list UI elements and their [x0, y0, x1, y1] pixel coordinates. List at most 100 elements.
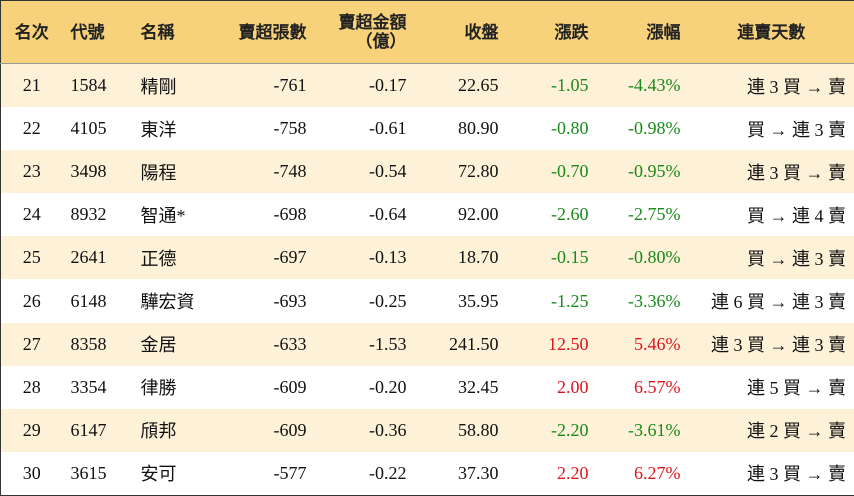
header-cell: 賣超金額 （億）: [314, 0, 415, 64]
table-cell: 22.65: [414, 63, 507, 108]
header-row: 名次 代號 名稱 賣超張數 賣超金額 （億） 收盤 漲跌 漲幅 連賣天數: [0, 0, 854, 64]
table-cell: -3.36%: [628, 290, 681, 311]
header-cell: 收盤: [414, 0, 507, 64]
table-cell: 6.57%: [634, 376, 681, 397]
table-cell: -0.70: [506, 150, 597, 194]
table-cell: 連 6 買 → 連 3 賣: [711, 292, 846, 313]
table-cell: 買 → 連 3 賣: [688, 236, 854, 280]
table-cell: -698: [273, 204, 307, 225]
table-cell: 35.95: [458, 290, 499, 311]
table-cell: 連 3 買 → 賣: [688, 150, 854, 194]
table-row: 30 3615 安可 -577 -0.22 37.30 2.20 6.27% 連 3 買 → 賣: [1, 452, 854, 496]
table-cell: -577: [273, 462, 307, 483]
table-cell: 26: [22, 290, 41, 311]
header-cell: 漲幅: [596, 0, 689, 64]
table-cell: 東洋: [140, 119, 177, 140]
table-cell: 92.00: [458, 204, 499, 225]
table-cell: -609: [214, 408, 315, 452]
table-body: 21 1584 精剛 -761 -0.17 22.65 -1.05 -4.43% 連 3 買 →…: [0, 63, 854, 496]
table-cell: 8358: [62, 322, 133, 366]
table-cell: 12.50: [506, 322, 597, 366]
table-cell: -0.80%: [596, 236, 689, 280]
table-header: 名次 代號 名稱 賣超張數 賣超金額 （億） 收盤 漲跌 漲幅 連賣天數: [0, 0, 854, 64]
table-cell: -609: [273, 376, 307, 397]
table-cell: 連 3 買 → 賣: [688, 63, 854, 108]
table-cell: -0.17: [314, 63, 415, 108]
table-cell: -0.25: [369, 290, 407, 311]
table-cell: 陽程: [132, 150, 215, 194]
table-cell: 律勝: [140, 378, 177, 399]
table-cell: 安可: [140, 464, 177, 485]
table-cell: 5.46%: [596, 322, 689, 366]
table-cell: -697: [214, 236, 315, 280]
table-cell: 智通*: [140, 205, 186, 226]
table-row: 22 4105 東洋 -758 -0.61 80.90 -0.80 -0.98% 買 → 連 3…: [1, 107, 854, 150]
table-cell: -633: [214, 322, 315, 366]
table-cell: 正德: [132, 236, 215, 280]
table-cell: 37.30: [458, 462, 499, 483]
table-cell: 32.45: [458, 376, 499, 397]
table-cell: -0.98%: [628, 118, 681, 139]
table-cell: 連 3 買 → 連 3 賣: [688, 322, 854, 366]
table-cell: -0.61: [369, 118, 407, 139]
table-cell: 連 2 買 → 賣: [688, 408, 854, 452]
table-cell: 21: [0, 63, 63, 108]
table-cell: 3498: [62, 150, 133, 194]
table-cell: 驊宏資: [140, 292, 195, 313]
table-cell: -1.53: [314, 322, 415, 366]
table-cell: 241.50: [414, 322, 507, 366]
table-cell: 8932: [70, 204, 107, 225]
header-cell: 漲跌: [506, 0, 597, 64]
table-cell: -4.43%: [596, 63, 689, 108]
header-cell: 賣超張數: [214, 0, 315, 64]
table-cell: -1.25: [551, 290, 589, 311]
table-cell: 頎邦: [132, 408, 215, 452]
table-cell: 72.80: [414, 150, 507, 194]
table-cell: -2.60: [551, 204, 589, 225]
table-cell: -0.80: [551, 118, 589, 139]
table-cell: 6.27%: [634, 462, 681, 483]
table-cell: -0.20: [369, 376, 407, 397]
table-cell: -758: [273, 118, 307, 139]
table-cell: 22: [22, 118, 41, 139]
table-row: 25 2641 正德 -697 -0.13 18.70 -0.15 -0.80% 買 → 連 3…: [0, 236, 854, 280]
table-cell: -0.64: [369, 204, 407, 225]
table-cell: 3615: [70, 462, 107, 483]
table-cell: 18.70: [414, 236, 507, 280]
table-row: 28 3354 律勝 -609 -0.20 32.45 2.00 6.57% 連 5 買 → 賣: [1, 366, 854, 409]
header-cell: 名稱: [132, 0, 215, 64]
table-cell: 精剛: [132, 63, 215, 108]
table-cell: 1584: [62, 63, 133, 108]
table-row: 23 3498 陽程 -748 -0.54 72.80 -0.70 -0.95% 連 3 買 →…: [0, 150, 854, 194]
table-row: 29 6147 頎邦 -609 -0.36 58.80 -2.20 -3.61% 連 2 買 →…: [0, 408, 854, 452]
table-row: 27 8358 金居 -633 -1.53 241.50 12.50 5.46% 連 3 買 →…: [0, 322, 854, 366]
table-cell: -0.13: [314, 236, 415, 280]
table-cell: 25: [0, 236, 63, 280]
table-cell: -1.05: [506, 63, 597, 108]
table-cell: -0.54: [314, 150, 415, 194]
table-cell: -2.20: [506, 408, 597, 452]
header-cell: 代號: [62, 0, 133, 64]
table-cell: 6147: [62, 408, 133, 452]
table-cell: 2.20: [557, 462, 589, 483]
table-cell: 27: [0, 322, 63, 366]
table-cell: -748: [214, 150, 315, 194]
table-cell: 80.90: [458, 118, 499, 139]
table-row: 24 8932 智通* -698 -0.64 92.00 -2.60 -2.75% 買 → 連 …: [1, 193, 854, 236]
table-cell: 連 5 買 → 賣: [747, 378, 846, 399]
table-cell: -761: [214, 63, 315, 108]
table-row: 21 1584 精剛 -761 -0.17 22.65 -1.05 -4.43% 連 3 買 →…: [0, 63, 854, 108]
table-cell: 30: [22, 462, 41, 483]
table-cell: -3.61%: [596, 408, 689, 452]
table-cell: 連 3 買 → 賣: [747, 464, 846, 485]
table-cell: 2641: [62, 236, 133, 280]
table-cell: 金居: [132, 322, 215, 366]
table-cell: 2.00: [557, 376, 589, 397]
table-cell: -0.95%: [596, 150, 689, 194]
table-cell: 23: [0, 150, 63, 194]
table-cell: 6148: [70, 290, 107, 311]
table-cell: 買 → 連 4 賣: [747, 205, 846, 226]
table-cell: 29: [0, 408, 63, 452]
